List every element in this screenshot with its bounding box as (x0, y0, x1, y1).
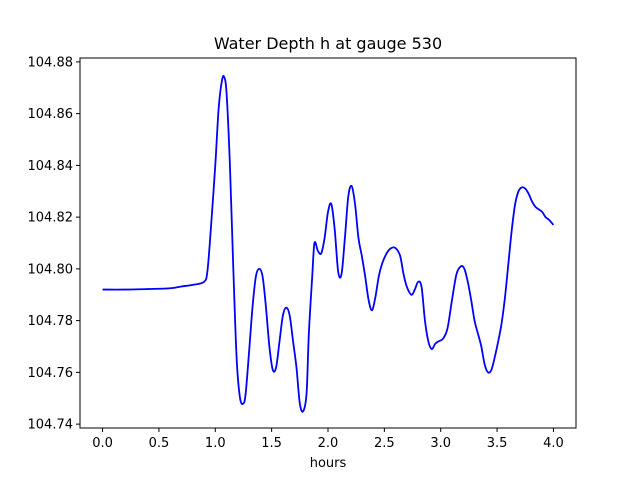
chart-title: Water Depth h at gauge 530 (214, 34, 442, 53)
y-axis-ticks: 104.74 104.76 104.78 104.80 104.82 104.84 104.… (28, 55, 80, 433)
x-tick-label: 0.5 (149, 436, 170, 451)
x-tick-label: 0.0 (92, 436, 113, 451)
y-tick-label: 104.74 (28, 418, 74, 433)
x-tick-label: 1.5 (261, 436, 282, 451)
x-tick-label: 3.0 (430, 436, 451, 451)
y-tick-label: 104.84 (28, 159, 74, 174)
y-tick-label: 104.80 (28, 262, 74, 277)
plot-frame (79, 57, 577, 429)
series-layer (102, 75, 555, 413)
y-tick-label: 104.86 (28, 107, 74, 122)
y-tick-label: 104.88 (28, 55, 74, 70)
x-tick-label: 3.5 (487, 436, 508, 451)
x-tick-label: 2.5 (374, 436, 395, 451)
y-tick-label: 104.82 (28, 211, 74, 226)
x-tick-label: 1.0 (205, 436, 226, 451)
x-axis-ticks: 0.0 0.5 1.0 1.5 2.0 2.5 3.0 3.5 4.0 (92, 428, 564, 451)
x-tick-label: 4.0 (543, 436, 564, 451)
y-tick-label: 104.78 (28, 314, 74, 329)
series-line (102, 75, 555, 413)
plot-background (80, 58, 576, 428)
x-axis-label: hours (310, 456, 347, 471)
x-tick-label: 2.0 (318, 436, 339, 451)
y-tick-label: 104.76 (28, 366, 74, 381)
